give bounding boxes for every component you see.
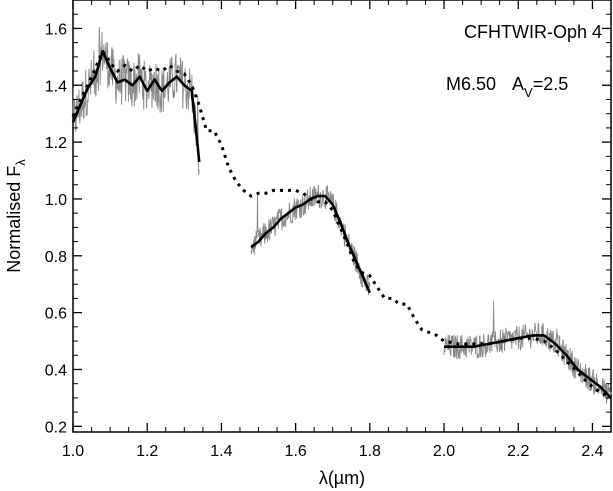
x-tick-label: 1.2 bbox=[136, 443, 158, 460]
extinction-sub: V bbox=[524, 85, 533, 100]
y-tick-label: 1.6 bbox=[45, 21, 67, 38]
y-tick-label: 1.4 bbox=[45, 78, 67, 95]
x-tick-label: 1.0 bbox=[62, 443, 84, 460]
plot-frame bbox=[72, 0, 612, 433]
x-tick-label: 1.8 bbox=[359, 443, 381, 460]
y-axis-title-main: Normalised F bbox=[4, 166, 24, 273]
x-axis-title: λ(µm) bbox=[319, 468, 365, 488]
template-line bbox=[71, 48, 612, 400]
x-tick-label: 1.4 bbox=[210, 443, 232, 460]
observed-segment-3 bbox=[443, 301, 612, 404]
observed-spectrum bbox=[72, 26, 612, 404]
observed-segment-2 bbox=[250, 185, 371, 296]
axis-ticks: 1.0 1.2 1.4 1.6 1.8 2.0 2.2 2.4 0.2 0.4 0.6 0.8 1.0 1… bbox=[45, 0, 612, 460]
y-tick-label: 1.2 bbox=[45, 135, 67, 152]
extinction-label: AV=2.5 bbox=[512, 74, 568, 100]
y-tick-label: 0.2 bbox=[45, 419, 67, 436]
observed-segment-1 bbox=[72, 26, 200, 175]
spectral-type-label: M6.50 bbox=[446, 74, 496, 94]
x-tick-label: 2.0 bbox=[433, 443, 455, 460]
x-tick-label: 1.6 bbox=[284, 443, 306, 460]
smoothed-segment-3 bbox=[444, 334, 612, 399]
y-tick-label: 0.4 bbox=[45, 362, 67, 379]
y-axis-title: Normalised Fλ bbox=[4, 159, 28, 273]
x-tick-label: 2.4 bbox=[581, 443, 603, 460]
extinction-symbol: A bbox=[512, 74, 524, 94]
x-tick-label: 2.2 bbox=[507, 443, 529, 460]
template-spectrum bbox=[71, 48, 612, 400]
y-axis-title-sub: λ bbox=[13, 159, 28, 166]
y-tick-label: 0.6 bbox=[45, 306, 67, 323]
y-tick-label: 1.0 bbox=[45, 192, 67, 209]
extinction-value: =2.5 bbox=[533, 74, 569, 94]
object-label: CFHTWIR-Oph 4 bbox=[464, 22, 602, 42]
y-tick-label: 0.8 bbox=[45, 249, 67, 266]
smoothed-segment-1 bbox=[71, 49, 201, 163]
